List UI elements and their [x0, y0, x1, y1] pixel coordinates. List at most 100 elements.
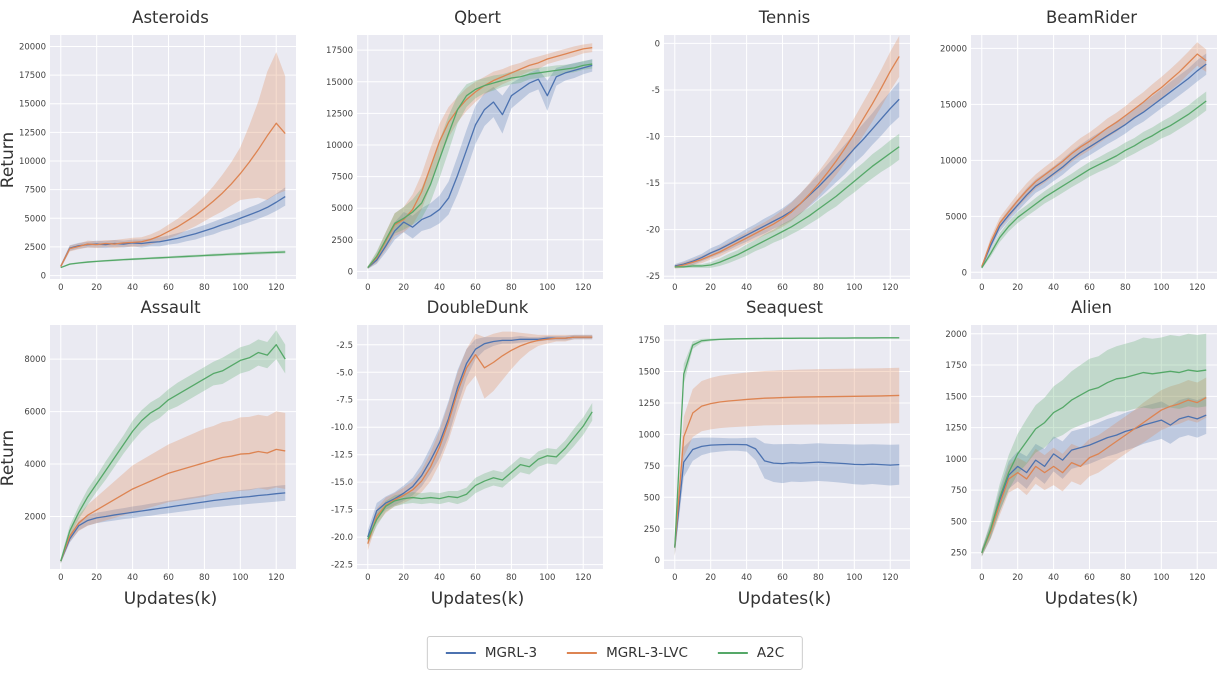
svg-text:40: 40 [1048, 573, 1059, 583]
svg-text:20000: 20000 [939, 44, 966, 54]
band-mgrl-3 [674, 437, 899, 556]
svg-text:20: 20 [705, 573, 716, 583]
svg-text:60: 60 [777, 573, 788, 583]
svg-text:0: 0 [654, 39, 659, 49]
svg-text:4000: 4000 [24, 460, 46, 470]
svg-text:120: 120 [268, 573, 284, 583]
legend-item-a2c: A2C [717, 645, 785, 661]
plot-area: 0 20 40 60 80 100 120 0 -5 -10 -15 -20 -25 [646, 35, 910, 293]
line-a2c [673, 337, 899, 548]
svg-text:-5.0: -5.0 [336, 368, 353, 378]
line-mgrl-3-lvc [59, 448, 285, 562]
plot-background [49, 35, 296, 279]
band-mgrl-3-lvc [981, 42, 1206, 269]
line-mgrl-3-lvc [366, 336, 592, 544]
line-a2c [60, 251, 285, 269]
svg-text:0: 0 [347, 267, 352, 277]
line-a2c [980, 100, 1207, 269]
line-a2c [366, 411, 593, 540]
legend-line-sample [717, 652, 748, 654]
svg-text:0: 0 [979, 283, 984, 293]
gridlines [49, 35, 296, 279]
band-mgrl-3-lvc [367, 331, 592, 551]
svg-text:1750: 1750 [638, 336, 660, 346]
svg-text:60: 60 [1084, 573, 1095, 583]
svg-text:20: 20 [398, 283, 409, 293]
svg-text:5000: 5000 [24, 214, 46, 224]
tick-labels: 0 20 40 60 80 100 120 250 500 750 1000 1250 1500 1750… [945, 330, 1205, 583]
line-a2c [980, 369, 1206, 553]
legend-label: MGRL-3-LVC [606, 645, 688, 661]
svg-text:1750: 1750 [945, 361, 967, 371]
svg-text:10000: 10000 [325, 141, 352, 151]
svg-text:100: 100 [232, 283, 248, 293]
subplot-tennis: Tennis 0 20 40 60 80 100 120 0 -5 -10 -15 -20 -25 [614, 6, 921, 296]
svg-text:-15: -15 [646, 179, 660, 189]
band-mgrl-3-lvc [674, 35, 899, 269]
svg-text:-5: -5 [651, 86, 659, 96]
svg-text:20: 20 [1012, 573, 1023, 583]
svg-text:250: 250 [643, 525, 659, 535]
svg-text:5000: 5000 [331, 204, 353, 214]
svg-text:1000: 1000 [638, 430, 660, 440]
svg-text:500: 500 [643, 493, 659, 503]
svg-text:15000: 15000 [18, 100, 45, 110]
svg-text:40: 40 [434, 283, 445, 293]
legend: MGRL-3 MGRL-3-LVC A2C [426, 636, 804, 670]
svg-text:80: 80 [1120, 283, 1131, 293]
svg-text:60: 60 [1084, 283, 1095, 293]
svg-text:12500: 12500 [325, 109, 352, 119]
plot-area: 0 20 40 60 80 100 120 -2.5 -5.0 -7.5 -10.0 -12.5 -15… [331, 325, 603, 583]
plot-area: 0 20 40 60 80 100 120 250 500 750 1000 1250 1500 1750… [945, 325, 1217, 583]
plot-title: Asteroids [132, 8, 209, 27]
svg-text:-20: -20 [646, 226, 660, 236]
subplot-asteroids: Asteroids 0 20 40 60 80 100 120 0 2500 5000 7500 100… [0, 6, 307, 296]
svg-text:120: 120 [575, 573, 591, 583]
x-axis-label: Updates(k) [123, 589, 218, 609]
legend-label: MGRL-3 [484, 645, 538, 661]
line-a2c [366, 63, 592, 269]
legend-item-mgrl-3: MGRL-3 [445, 645, 538, 661]
svg-text:80: 80 [813, 573, 824, 583]
svg-text:-17.5: -17.5 [331, 506, 353, 516]
plot-title: Qbert [454, 8, 501, 27]
svg-text:0: 0 [979, 573, 984, 583]
plot-title: Alien [1070, 298, 1113, 317]
svg-text:100: 100 [1153, 573, 1169, 583]
legend-label: A2C [756, 645, 785, 661]
band-mgrl-3-lvc [60, 411, 285, 564]
line-mgrl-3 [980, 414, 1206, 553]
plot-area: 0 20 40 60 80 100 120 2000 4000 6000 8000 [24, 325, 296, 583]
svg-text:80: 80 [199, 283, 210, 293]
svg-text:60: 60 [163, 573, 174, 583]
gridlines [970, 35, 1217, 279]
svg-text:120: 120 [268, 283, 284, 293]
svg-text:250: 250 [950, 549, 966, 559]
legend-line-sample [567, 652, 598, 654]
y-axis-label-row2: Return [0, 429, 18, 487]
plot-title: DoubleDunk [426, 298, 529, 317]
plot-title: Assault [140, 298, 201, 317]
gridlines [970, 325, 1217, 569]
subplot-beamrider: BeamRider 0 20 40 60 80 100 120 0 5000 10000 15000 2… [921, 6, 1228, 296]
svg-text:0: 0 [365, 283, 370, 293]
line-mgrl-3-lvc [980, 53, 1207, 267]
gridlines [356, 35, 603, 279]
svg-text:-12.5: -12.5 [331, 451, 353, 461]
svg-text:0: 0 [654, 556, 659, 566]
svg-text:7500: 7500 [24, 186, 46, 196]
svg-text:100: 100 [1153, 283, 1169, 293]
line-mgrl-3-lvc [673, 394, 899, 548]
svg-text:20: 20 [91, 573, 102, 583]
svg-text:2500: 2500 [24, 243, 46, 253]
svg-text:6000: 6000 [24, 408, 46, 418]
svg-text:100: 100 [232, 573, 248, 583]
svg-text:40: 40 [1048, 283, 1059, 293]
plot-area: 0 20 40 60 80 100 120 0 2500 5000 7500 10000 12500 15… [18, 35, 296, 293]
subplot-assault: Assault 0 20 40 60 80 100 120 2000 4000 6000 8000 Up… [0, 296, 307, 612]
svg-text:2000: 2000 [945, 330, 967, 340]
svg-text:0: 0 [961, 268, 966, 278]
band-mgrl-3 [367, 59, 592, 269]
svg-text:17500: 17500 [325, 46, 352, 56]
svg-text:1250: 1250 [638, 399, 660, 409]
